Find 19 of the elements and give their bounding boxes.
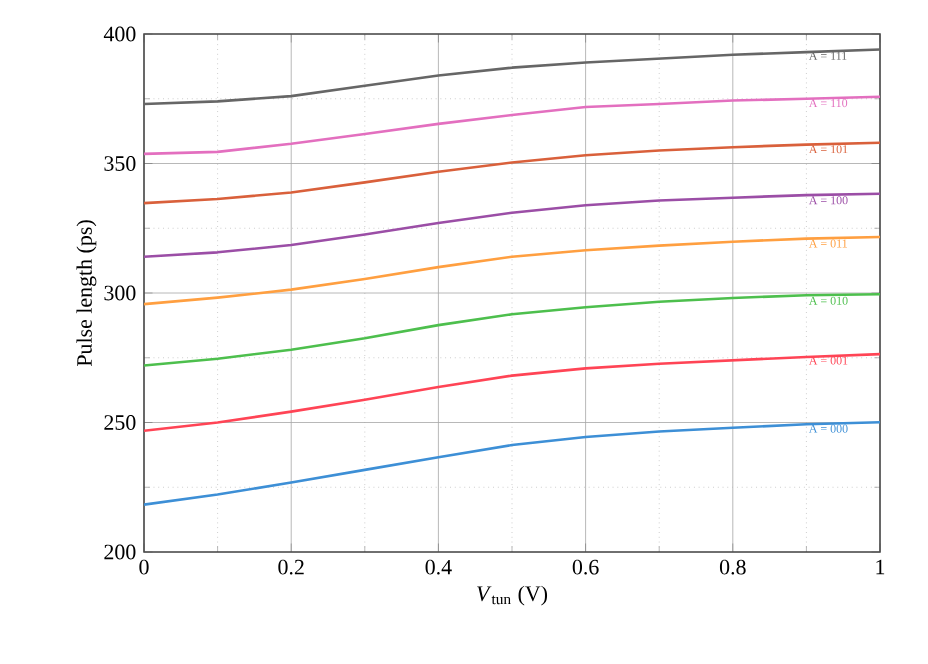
y-tick-label: 350 [104,156,136,171]
y-tick-label: 250 [104,415,136,430]
y-tick-label: 200 [104,544,136,560]
x-tick-label: 0.4 [425,559,452,575]
x-tick-label: 0.8 [719,559,746,575]
line-series [144,141,881,205]
line-series [144,95,881,156]
line-series [144,192,881,259]
y-tick-label: 300 [104,285,136,301]
y-tick-label: 400 [103,26,136,42]
line-series [144,293,881,367]
line-series [144,420,881,506]
x-tick-label: 0.2 [278,559,304,575]
x-tick-label: 0 [139,559,149,575]
x-axis-title: V$_{tun}$ (V) [477,585,548,606]
x-tick-label: 0.6 [572,559,599,575]
x-tick-label: 1 [876,559,885,575]
line-series [144,235,881,306]
y-axis-title: Pulse length (ps) [76,220,97,367]
